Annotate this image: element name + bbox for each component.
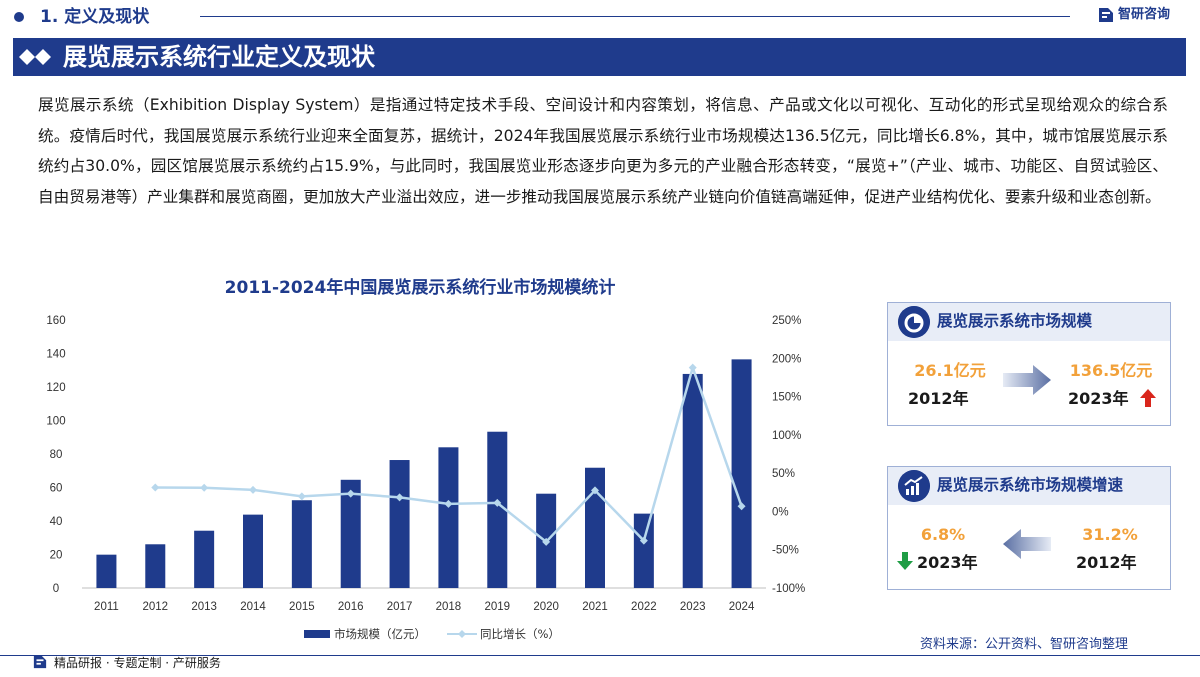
arrow-down-icon xyxy=(897,552,913,570)
x-tick-label: 2017 xyxy=(387,601,413,613)
bar-2024 xyxy=(731,359,752,588)
y-right-tick-label: 50% xyxy=(772,468,795,480)
bar-2019 xyxy=(487,431,508,588)
x-tick-label: 2018 xyxy=(436,601,462,613)
arrow-right-icon xyxy=(1003,365,1051,395)
diamond-icon xyxy=(19,49,51,65)
y-left-tick-label: 20 xyxy=(50,550,63,562)
bar-2017 xyxy=(389,460,410,588)
x-tick-label: 2024 xyxy=(729,601,755,613)
y-right-tick-label: 250% xyxy=(772,315,801,327)
x-tick-label: 2021 xyxy=(582,601,608,613)
y-left-tick-label: 40 xyxy=(50,516,63,528)
value-2023-growth: 6.8% xyxy=(920,525,966,544)
y-left-tick-label: 120 xyxy=(46,382,65,394)
y-right-tick-label: 150% xyxy=(772,392,801,404)
bar-2016 xyxy=(340,479,361,588)
y-right-tick-label: 0% xyxy=(772,506,789,518)
x-tick-label: 2013 xyxy=(191,601,217,613)
growth-point-2019 xyxy=(493,498,502,507)
x-tick-label: 2015 xyxy=(289,601,315,613)
pie-chart-icon xyxy=(898,306,930,338)
y-left-tick-label: 0 xyxy=(53,583,59,595)
value-2012: 26.1亿元 xyxy=(914,361,986,380)
bar-2015 xyxy=(291,500,312,588)
trend-chart-icon xyxy=(898,470,930,502)
data-source: 资料来源：公开资料、智研咨询整理 xyxy=(920,637,1129,652)
year-2023: 2023年 xyxy=(917,553,978,572)
y-left-tick-label: 60 xyxy=(50,483,63,495)
brand-logo-icon xyxy=(1098,7,1114,23)
growth-point-2018 xyxy=(444,499,453,508)
arrow-up-icon xyxy=(1140,389,1156,407)
x-tick-label: 2016 xyxy=(338,601,364,613)
bar-2023 xyxy=(682,373,703,588)
card-title: 展览展示系统市场规模增速 xyxy=(937,476,1124,494)
y-left-tick-label: 160 xyxy=(46,315,65,327)
y-right-tick-label: 100% xyxy=(772,430,801,442)
card-title: 展览展示系统市场规模 xyxy=(937,312,1093,330)
bar-2013 xyxy=(194,530,215,588)
title-band: 展览展示系统行业定义及现状 xyxy=(13,38,1186,76)
growth-point-2014 xyxy=(249,485,257,494)
bar-2018 xyxy=(438,447,459,588)
x-tick-label: 2019 xyxy=(484,601,510,613)
bar-2011 xyxy=(96,554,117,588)
growth-point-2023 xyxy=(688,363,697,372)
footer-logo-icon xyxy=(33,655,47,669)
growth-point-2020 xyxy=(542,537,551,546)
bar-2012 xyxy=(145,544,166,588)
brand-name: 智研咨询 xyxy=(1118,7,1171,22)
y-left-tick-label: 100 xyxy=(46,416,65,428)
growth-point-2022 xyxy=(639,536,648,545)
bar-2022 xyxy=(633,513,654,588)
growth-point-2017 xyxy=(395,493,404,502)
intro-paragraph: 展览展示系统（Exhibition Display System）是指通过特定技… xyxy=(38,96,1168,206)
footer-divider xyxy=(0,655,1200,656)
growth-point-2021 xyxy=(591,486,599,495)
year-2012: 2012年 xyxy=(1076,553,1137,572)
card-header: 展览展示系统市场规模 xyxy=(888,303,1170,341)
growth-rate-card: 展览展示系统市场规模增速 6.8% 2023年 31.2% 2012年 xyxy=(887,466,1171,590)
y-right-tick-label: 200% xyxy=(772,353,801,365)
footer-tagline: 精品研报 · 专题定制 · 产研服务 xyxy=(54,656,221,670)
y-left-tick-label: 80 xyxy=(50,449,63,461)
year-2012: 2012年 xyxy=(908,389,969,408)
card-header: 展览展示系统市场规模增速 xyxy=(888,467,1170,505)
growth-point-2015 xyxy=(297,492,306,501)
growth-point-2013 xyxy=(200,483,209,492)
top-bar: 1. 定义及现状 智研咨询 xyxy=(0,0,1200,34)
year-2023: 2023年 xyxy=(1068,389,1129,408)
bar-2021 xyxy=(585,467,605,588)
x-tick-label: 2023 xyxy=(680,601,706,613)
value-2023: 136.5亿元 xyxy=(1069,361,1153,380)
x-tick-label: 2012 xyxy=(142,601,168,613)
legend-line-swatch xyxy=(447,630,477,638)
legend-line-label: 同比增长（%） xyxy=(480,627,560,641)
y-left-tick-label: 140 xyxy=(46,349,65,361)
top-divider xyxy=(200,16,1070,17)
growth-point-2012 xyxy=(151,483,160,492)
market-size-card: 展览展示系统市场规模 26.1亿元 2012年 136.5亿元 2023年 xyxy=(887,302,1171,426)
x-tick-label: 2011 xyxy=(94,601,119,613)
y-right-tick-label: -100% xyxy=(772,583,805,595)
y-right-tick-label: -50% xyxy=(772,545,799,557)
section-title: 1. 定义及现状 xyxy=(40,7,150,27)
x-tick-label: 2022 xyxy=(631,601,657,613)
bar-2014 xyxy=(243,514,263,588)
growth-point-2016 xyxy=(346,489,355,498)
value-2012-growth: 31.2% xyxy=(1082,525,1138,544)
market-size-chart: 0 20 40 60 80 100 120 140 160 -100% -50% 0% 50% 100% 1… xyxy=(46,315,805,613)
page-title: 展览展示系统行业定义及现状 xyxy=(63,43,375,71)
x-tick-label: 2014 xyxy=(240,601,266,613)
x-tick-label: 2020 xyxy=(533,601,559,613)
bullet-dot xyxy=(14,12,24,22)
arrow-left-icon xyxy=(1003,529,1051,559)
growth-point-2024 xyxy=(737,502,746,511)
legend-bar-label: 市场规模（亿元） xyxy=(334,627,426,641)
legend-bar-swatch xyxy=(304,630,330,638)
chart-title: 2011-2024年中国展览展示系统行业市场规模统计 xyxy=(224,278,616,298)
